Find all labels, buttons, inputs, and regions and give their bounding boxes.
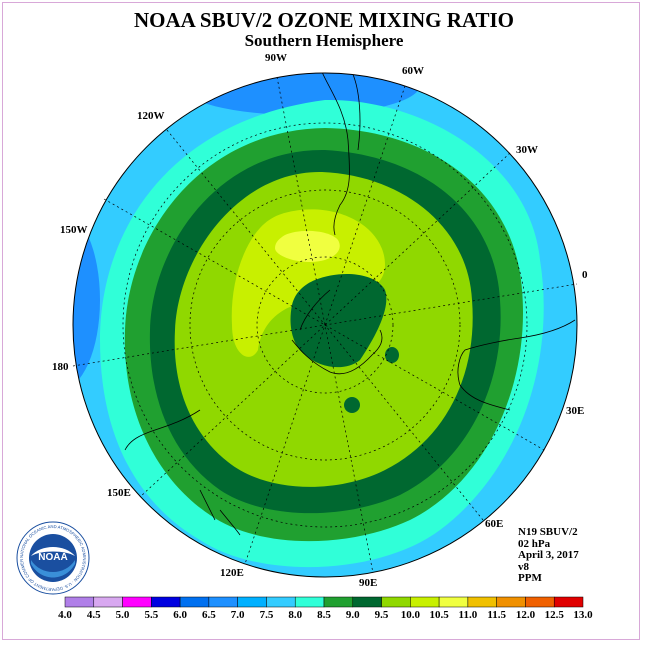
lon-label-120e: 120E bbox=[220, 567, 244, 579]
map-title: NOAA SBUV/2 OZONE MIXING RATIO bbox=[134, 8, 514, 32]
lon-label-60e: 60E bbox=[485, 518, 503, 530]
coastlines bbox=[124, 73, 576, 536]
meridian-120e-60w bbox=[244, 85, 406, 565]
ozone-band-10-0 bbox=[231, 209, 385, 357]
info-block: N19 SBUV/2 02 hPa April 3, 2017 v8 PPM bbox=[518, 526, 579, 585]
lon-label-30e: 30E bbox=[566, 405, 584, 417]
lon-label-150e: 150E bbox=[107, 487, 131, 499]
globe-outline bbox=[72, 72, 578, 578]
graticule bbox=[72, 76, 578, 574]
info-units: PPM bbox=[518, 572, 542, 584]
image-frame bbox=[2, 2, 640, 640]
africa-coast bbox=[457, 319, 576, 411]
info-date: April 3, 2017 bbox=[518, 549, 579, 561]
info-pressure: 02 hPa bbox=[518, 537, 551, 550]
ozone-band-9-0-center bbox=[290, 274, 387, 368]
noaa-logo: NATIONAL OCEANIC AND ATMOSPHERIC ADMINIS… bbox=[15, 520, 90, 595]
logo-text: NOAA bbox=[38, 552, 67, 563]
meridian-90e-90w bbox=[276, 76, 374, 574]
latitude-circle-middle bbox=[189, 189, 461, 461]
ozone-band-9-0-spot-a bbox=[385, 347, 399, 363]
lon-label-180: 180 bbox=[52, 361, 69, 373]
info-version: v8 bbox=[518, 560, 529, 573]
ozone-band-10-5 bbox=[275, 230, 340, 262]
lon-label-150w: 150W bbox=[60, 224, 88, 236]
latitude-circle-outer bbox=[122, 122, 528, 528]
ozone-band-9-0-spot-b bbox=[344, 397, 360, 413]
new-zealand-coast bbox=[199, 489, 241, 536]
lon-label-60w: 60W bbox=[402, 65, 424, 77]
lon-label-90e: 90E bbox=[359, 577, 377, 589]
lon-label-90w: 90W bbox=[265, 52, 287, 64]
australia-coast bbox=[124, 409, 201, 451]
info-satellite: N19 SBUV/2 bbox=[518, 526, 578, 538]
antarctica-coast bbox=[291, 329, 383, 375]
lon-label-30w: 30W bbox=[516, 144, 538, 156]
latitude-circle-inner bbox=[256, 256, 394, 394]
map-subtitle: Southern Hemisphere bbox=[244, 31, 404, 50]
meridian-60e-120w bbox=[166, 129, 484, 521]
ozone-band-7-0-patch bbox=[180, 73, 420, 115]
antarctic-peninsula bbox=[299, 289, 331, 331]
lon-label-0: 0 bbox=[582, 269, 588, 281]
meridian-150e-30w bbox=[139, 152, 511, 498]
south-america-coast bbox=[321, 73, 361, 236]
lon-label-120w: 120W bbox=[137, 110, 165, 122]
